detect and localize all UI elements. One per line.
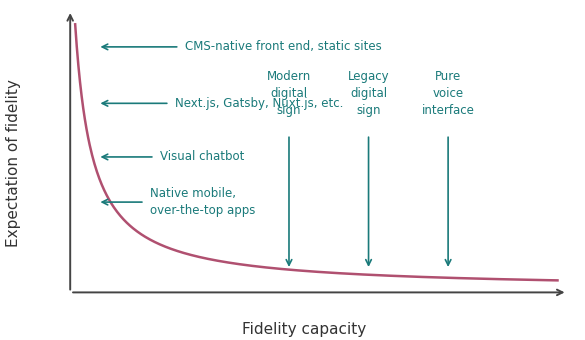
Text: Pure
voice
interface: Pure voice interface xyxy=(422,70,474,117)
Text: Next.js, Gatsby, Nuxt.js, etc.: Next.js, Gatsby, Nuxt.js, etc. xyxy=(174,97,343,110)
Text: Native mobile,
over-the-top apps: Native mobile, over-the-top apps xyxy=(150,187,255,217)
Text: CMS-native front end, static sites: CMS-native front end, static sites xyxy=(185,40,381,53)
Text: Expectation of fidelity: Expectation of fidelity xyxy=(6,79,21,247)
Text: Fidelity capacity: Fidelity capacity xyxy=(242,322,366,337)
Text: Legacy
digital
sign: Legacy digital sign xyxy=(347,70,390,117)
Text: Visual chatbot: Visual chatbot xyxy=(160,150,244,164)
Text: Modern
digital
sign: Modern digital sign xyxy=(267,70,311,117)
